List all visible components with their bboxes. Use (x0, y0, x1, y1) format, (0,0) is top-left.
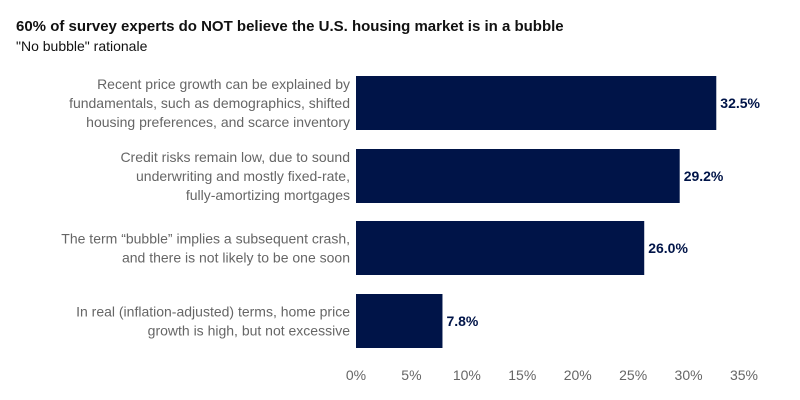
category-label-line: Recent price growth can be explained by (97, 76, 350, 92)
category-label-line: The term “bubble” implies a subsequent c… (61, 231, 350, 247)
chart-title: 60% of survey experts do NOT believe the… (16, 18, 564, 35)
x-tick-label: 35% (730, 367, 758, 383)
bar-1 (356, 149, 680, 203)
x-tick-label: 30% (675, 367, 703, 383)
x-tick-label: 15% (508, 367, 536, 383)
chart-subtitle: "No bubble" rationale (16, 38, 148, 54)
category-label-3: In real (inflation-adjusted) terms, home… (76, 304, 350, 339)
category-label-line: and there is not likely to be one soon (122, 250, 350, 266)
bars (356, 76, 717, 348)
category-label-line: growth is high, but not excessive (148, 323, 351, 339)
x-tick-label: 25% (619, 367, 647, 383)
category-label-line: underwriting and mostly fixed-rate, (136, 168, 350, 184)
x-tick-label: 10% (453, 367, 481, 383)
value-label-1: 29.2% (684, 168, 724, 184)
x-tick-label: 5% (401, 367, 421, 383)
category-label-line: Credit risks remain low, due to sound (120, 149, 350, 165)
x-tick-label: 0% (346, 367, 366, 383)
category-label-0: Recent price growth can be explained by f… (69, 76, 350, 130)
x-tick-label: 20% (564, 367, 592, 383)
value-label-2: 26.0% (648, 240, 688, 256)
category-labels: Recent price growth can be explained by f… (61, 76, 350, 339)
value-label-0: 32.5% (720, 95, 760, 111)
bar-0 (356, 76, 717, 130)
bar-2 (356, 221, 645, 275)
category-label-line: fully-amortizing mortgages (186, 187, 350, 203)
bar-3 (356, 294, 443, 348)
category-label-line: fundamentals, such as demographics, shif… (69, 95, 350, 111)
value-labels: 32.5% 29.2% 26.0% 7.8% (446, 95, 760, 329)
category-label-line: housing preferences, and scarce inventor… (86, 114, 350, 130)
x-axis-ticks: 0% 5% 10% 15% 20% 25% 30% 35% (346, 367, 758, 383)
value-label-3: 7.8% (446, 313, 478, 329)
category-label-2: The term “bubble” implies a subsequent c… (61, 231, 350, 266)
category-label-line: In real (inflation-adjusted) terms, home… (76, 304, 350, 320)
category-label-1: Credit risks remain low, due to sound und… (120, 149, 350, 203)
